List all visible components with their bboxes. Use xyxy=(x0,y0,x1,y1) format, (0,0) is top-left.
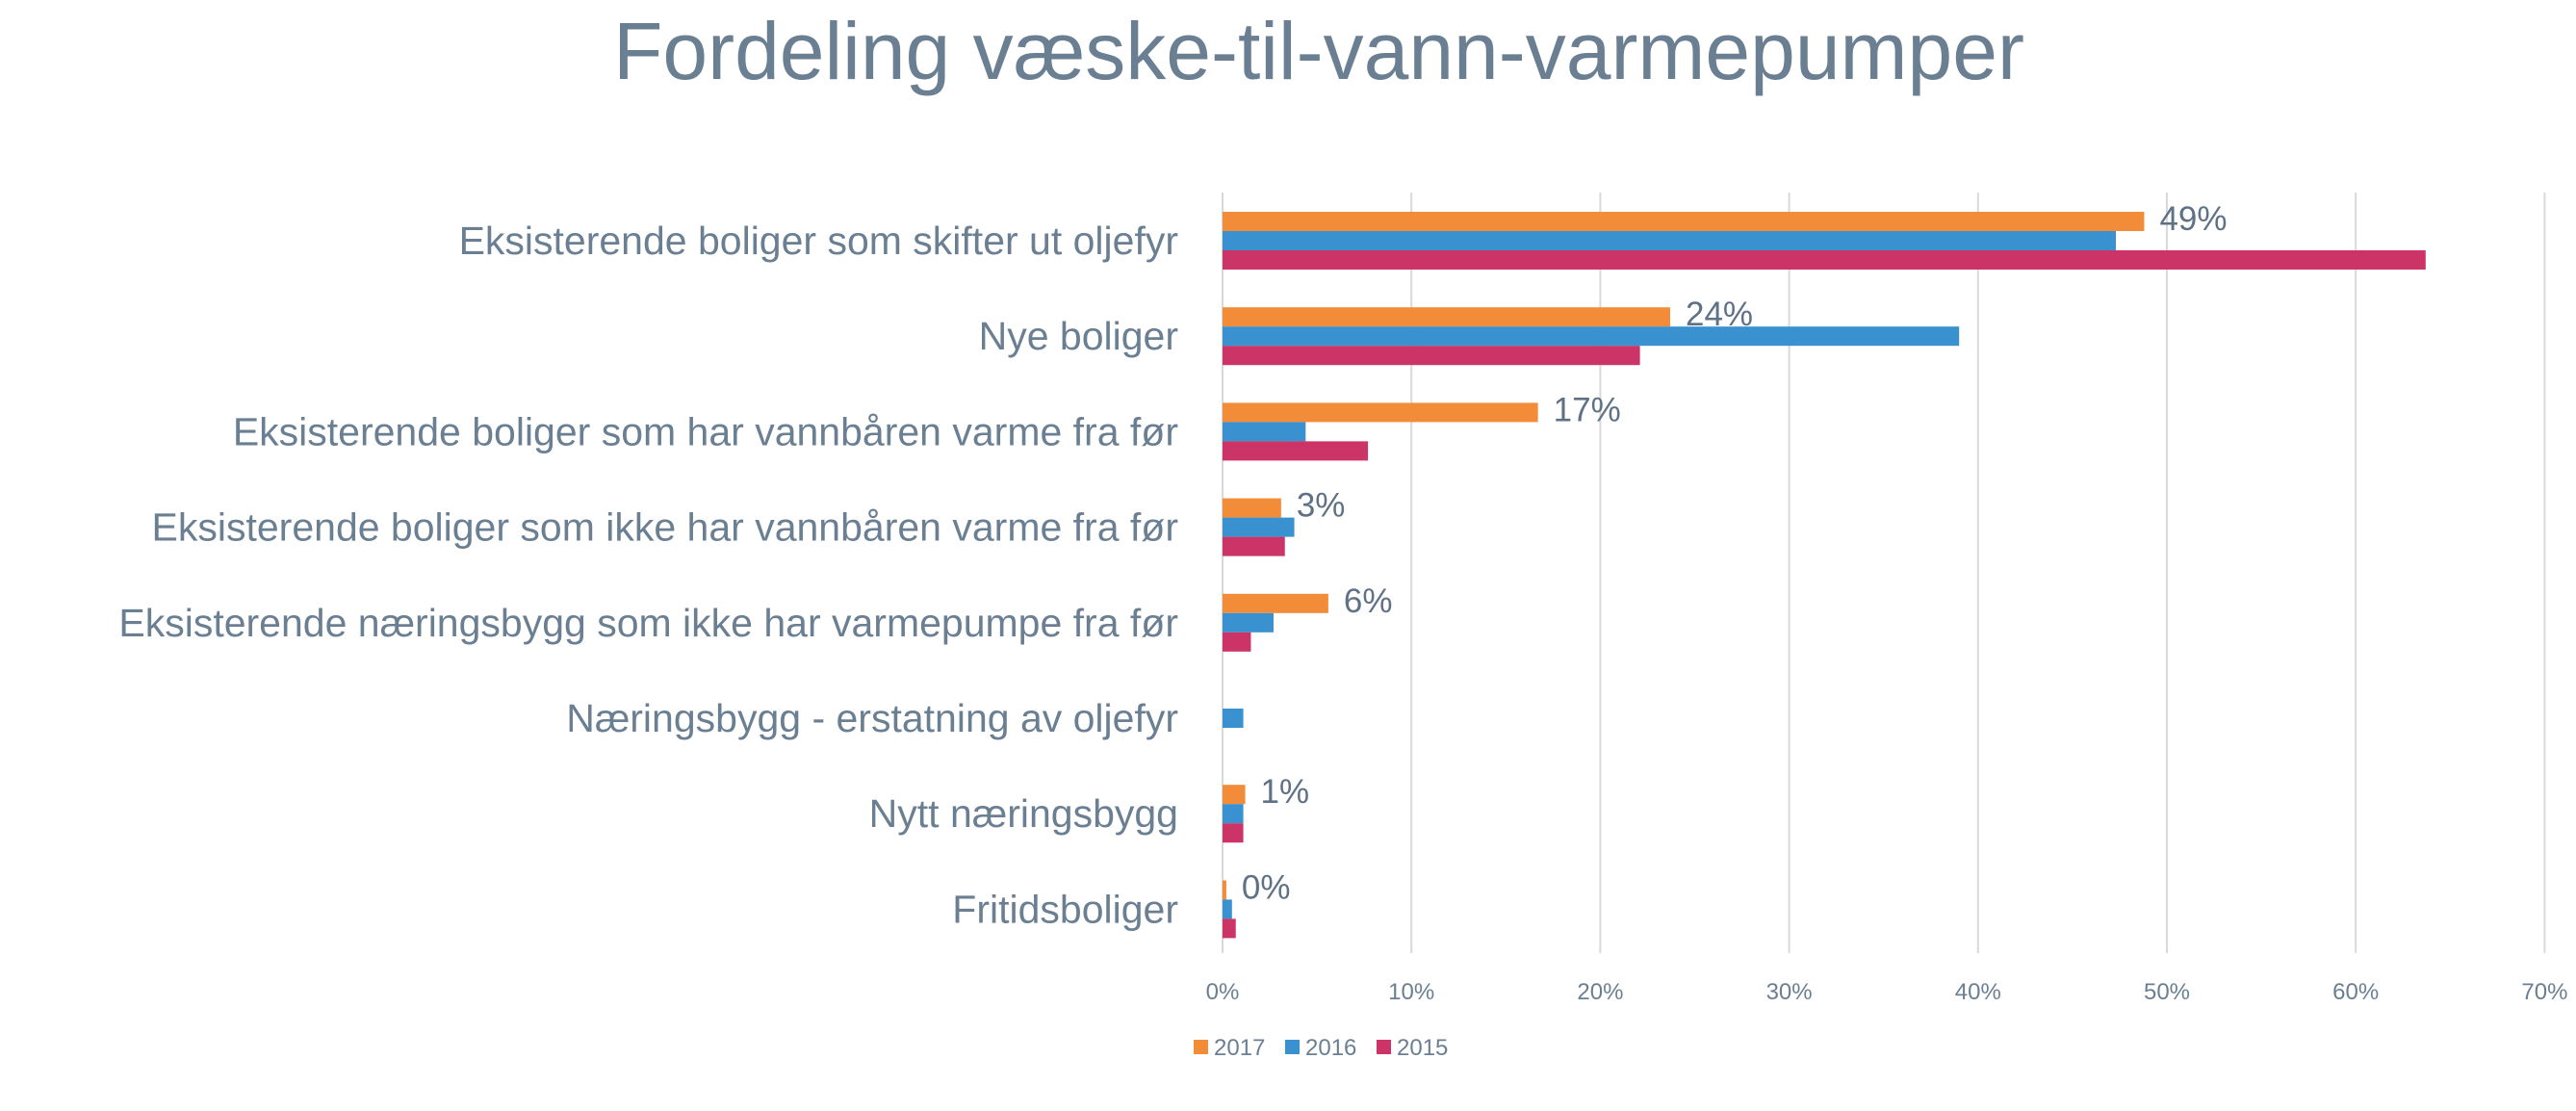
bar-2017 xyxy=(1223,307,1670,327)
legend-label: 2017 xyxy=(1214,1035,1265,1061)
bar-2016 xyxy=(1223,804,1244,824)
category-label: Eksisterende boliger som ikke har vannbå… xyxy=(152,505,1178,550)
legend-swatch-2017 xyxy=(1194,1040,1208,1054)
x-tick-label: 20% xyxy=(1577,979,1623,1005)
x-tick-label: 50% xyxy=(2144,979,2190,1005)
category-label: Fritidsboliger xyxy=(952,887,1178,931)
bar-2016 xyxy=(1223,612,1274,633)
category-label: Eksisterende boliger som skifter ut olje… xyxy=(459,219,1178,263)
category-label: Nytt næringsbygg xyxy=(869,791,1178,836)
data-label: 49% xyxy=(2159,200,2227,238)
gridlines xyxy=(1222,193,2546,953)
bar-2017 xyxy=(1223,593,1328,613)
bar-2015 xyxy=(1223,918,1236,939)
category-labels: Eksisterende boliger som skifter ut olje… xyxy=(118,219,1178,931)
data-label: 17% xyxy=(1554,391,1621,428)
chart-title: Fordeling væske-til-vann-varmepumper xyxy=(613,6,2024,96)
bar-2016 xyxy=(1223,231,2117,250)
bar-2015 xyxy=(1223,346,1640,366)
data-label: 24% xyxy=(1686,296,1753,333)
category-label: Eksisterende boliger som har vannbåren v… xyxy=(233,409,1178,453)
x-tick-label: 0% xyxy=(1206,979,1240,1005)
legend-label: 2016 xyxy=(1305,1035,1356,1061)
bar-2016 xyxy=(1223,326,1960,347)
x-tick-label: 40% xyxy=(1955,979,2001,1005)
bar-2015 xyxy=(1223,250,2426,270)
data-labels: 49% 24% 17% 3% 6% 1% 0% xyxy=(1242,200,2228,906)
bars xyxy=(1223,212,2426,939)
bar-2016 xyxy=(1223,517,1295,537)
bar-2015 xyxy=(1223,823,1244,843)
x-tick-label: 70% xyxy=(2521,979,2567,1005)
category-label: Næringsbygg - erstatning av oljefyr xyxy=(566,696,1178,740)
legend-label: 2015 xyxy=(1397,1035,1448,1061)
x-tick-label: 60% xyxy=(2332,979,2379,1005)
bar-2017 xyxy=(1223,498,1281,518)
bar-2015 xyxy=(1223,536,1285,556)
data-label: 3% xyxy=(1297,487,1346,525)
data-label: 0% xyxy=(1242,868,1291,906)
data-label: 1% xyxy=(1261,773,1310,811)
bar-2017 xyxy=(1223,785,1246,805)
data-label: 6% xyxy=(1344,582,1393,620)
legend-swatch-2016 xyxy=(1285,1040,1300,1054)
bar-2015 xyxy=(1223,632,1251,652)
bar-2017 xyxy=(1223,212,2145,231)
legend: 2017 2016 2015 xyxy=(1194,1035,1448,1061)
category-label: Eksisterende næringsbygg som ikke har va… xyxy=(118,601,1178,645)
x-axis-ticks: 0% 10% 20% 30% 40% 50% 60% 70% xyxy=(1206,979,2568,1005)
bar-2015 xyxy=(1223,441,1369,461)
x-tick-label: 30% xyxy=(1766,979,1813,1005)
legend-swatch-2015 xyxy=(1377,1040,1391,1054)
category-label: Nye boliger xyxy=(979,314,1178,358)
bar-2016 xyxy=(1223,899,1232,919)
bar-2017 xyxy=(1223,402,1538,423)
bar-2016 xyxy=(1223,422,1306,442)
bar-2017 xyxy=(1223,880,1226,900)
bar-2016 xyxy=(1223,709,1244,728)
x-tick-label: 10% xyxy=(1388,979,1434,1005)
